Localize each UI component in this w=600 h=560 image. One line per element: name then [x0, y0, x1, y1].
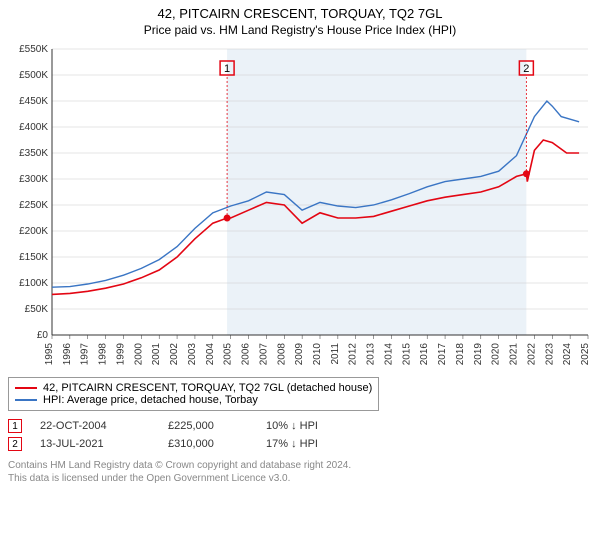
x-tick-label: 1995	[44, 343, 55, 366]
legend-item: 42, PITCAIRN CRESCENT, TORQUAY, TQ2 7GL …	[15, 382, 372, 394]
legend-label: 42, PITCAIRN CRESCENT, TORQUAY, TQ2 7GL …	[43, 382, 372, 394]
y-tick-label: £500K	[19, 70, 48, 81]
x-tick-label: 2013	[366, 343, 377, 366]
legend-item: HPI: Average price, detached house, Torb…	[15, 394, 372, 406]
legend-swatch	[15, 399, 37, 401]
y-tick-label: £400K	[19, 122, 48, 133]
x-tick-label: 2005	[223, 343, 234, 366]
x-tick-label: 2018	[455, 343, 466, 366]
y-tick-label: £450K	[19, 96, 48, 107]
x-tick-label: 2017	[437, 343, 448, 366]
legend-swatch	[15, 387, 37, 389]
footnote-line: This data is licensed under the Open Gov…	[8, 472, 592, 485]
sale-date: 13-JUL-2021	[40, 438, 150, 450]
sale-marker: 2	[8, 437, 22, 451]
x-tick-label: 1998	[98, 343, 109, 366]
legend: 42, PITCAIRN CRESCENT, TORQUAY, TQ2 7GL …	[8, 377, 379, 411]
x-tick-label: 2010	[312, 343, 323, 366]
footnote-line: Contains HM Land Registry data © Crown c…	[8, 459, 592, 472]
x-tick-label: 1999	[115, 343, 126, 366]
sale-row: 1 22-OCT-2004 £225,000 10% ↓ HPI	[8, 417, 592, 435]
x-tick-label: 1996	[62, 343, 73, 366]
x-tick-label: 2007	[258, 343, 269, 366]
x-tick-label: 2003	[187, 343, 198, 366]
x-tick-label: 2002	[169, 343, 180, 366]
y-tick-label: £0	[37, 330, 49, 341]
page-title: 42, PITCAIRN CRESCENT, TORQUAY, TQ2 7GL	[8, 6, 592, 21]
sale-point	[523, 170, 530, 177]
page-subtitle: Price paid vs. HM Land Registry's House …	[8, 23, 592, 37]
y-tick-label: £150K	[19, 252, 48, 263]
footnotes: Contains HM Land Registry data © Crown c…	[8, 459, 592, 485]
sale-point	[224, 215, 231, 222]
y-tick-label: £50K	[25, 304, 49, 315]
sale-marker-number: 2	[523, 63, 529, 75]
y-tick-label: £100K	[19, 278, 48, 289]
x-tick-label: 2009	[294, 343, 305, 366]
sale-marker: 1	[8, 419, 22, 433]
x-tick-label: 2023	[544, 343, 555, 366]
x-tick-label: 2008	[276, 343, 287, 366]
legend-label: HPI: Average price, detached house, Torb…	[43, 394, 258, 406]
sale-price: £310,000	[168, 438, 248, 450]
sale-row: 2 13-JUL-2021 £310,000 17% ↓ HPI	[8, 435, 592, 453]
sale-price: £225,000	[168, 420, 248, 432]
x-tick-label: 2016	[419, 343, 430, 366]
x-tick-label: 2024	[562, 343, 573, 366]
x-tick-label: 2000	[133, 343, 144, 366]
x-tick-label: 1997	[80, 343, 91, 366]
x-tick-label: 2011	[330, 343, 341, 365]
sales-table: 1 22-OCT-2004 £225,000 10% ↓ HPI 2 13-JUL-202…	[8, 417, 592, 453]
x-tick-label: 2004	[205, 343, 216, 366]
chart: £0 £50K £100K £150K £200K £250K £300K £350K £400…	[8, 45, 592, 375]
x-tick-label: 2015	[401, 343, 412, 366]
y-tick-label: £350K	[19, 148, 48, 159]
x-tick-label: 2006	[241, 343, 252, 366]
sale-date: 22-OCT-2004	[40, 420, 150, 432]
x-tick-label: 2001	[151, 343, 162, 366]
x-tick-label: 2020	[491, 343, 502, 366]
y-tick-label: £250K	[19, 200, 48, 211]
sale-diff: 17% ↓ HPI	[266, 438, 386, 450]
y-tick-label: £550K	[19, 45, 48, 55]
x-tick-label: 2012	[348, 343, 359, 366]
y-tick-label: £300K	[19, 174, 48, 185]
sale-diff: 10% ↓ HPI	[266, 420, 386, 432]
sale-marker-number: 1	[224, 63, 230, 75]
x-tick-label: 2021	[509, 343, 520, 366]
x-tick-label: 2022	[526, 343, 537, 366]
x-tick-label: 2019	[473, 343, 484, 366]
x-tick-label: 2014	[383, 343, 394, 366]
x-tick-label: 2025	[580, 343, 591, 366]
y-tick-label: £200K	[19, 226, 48, 237]
